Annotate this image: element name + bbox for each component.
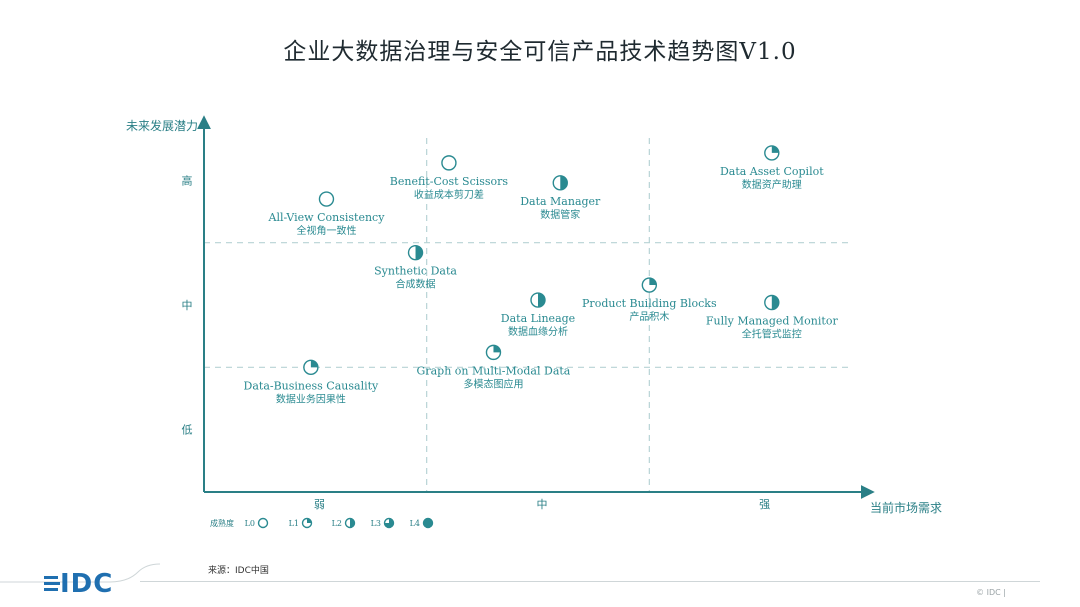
maturity-icon xyxy=(485,344,502,361)
maturity-icon xyxy=(344,517,356,529)
point-label-zh: 收益成本剪刀差 xyxy=(414,188,484,201)
maturity-fill xyxy=(415,245,423,260)
y-axis-title: 未来发展潜力 xyxy=(126,118,198,133)
maturity-icon xyxy=(530,292,546,308)
point-label-en: Product Building Blocks xyxy=(582,297,717,310)
x-tick-label: 强 xyxy=(759,498,770,511)
maturity-icon xyxy=(764,294,780,311)
point-label-en: Data Manager xyxy=(520,195,601,208)
maturity-fill xyxy=(493,345,501,353)
point-label-en: Graph on Multi-Modal Data xyxy=(417,364,571,377)
point-label-en: Data Asset Copilot xyxy=(720,165,824,178)
point-label-zh: 全视角一致性 xyxy=(296,224,356,237)
point-label-zh: 数据管家 xyxy=(540,208,580,221)
chart-title: 企业大数据治理与安全可信产品技术趋势图V1.0 xyxy=(283,39,797,65)
footer-decoration xyxy=(0,563,160,583)
maturity-icon xyxy=(257,517,269,529)
y-tick-label: 中 xyxy=(182,299,193,312)
maturity-fill xyxy=(771,145,779,153)
point-label-en: Data-Business Causality xyxy=(244,379,380,392)
y-tick-label: 低 xyxy=(182,424,193,437)
maturity-icon xyxy=(407,244,424,261)
maturity-ring xyxy=(441,155,457,171)
tick-labels: 低中高弱中强 xyxy=(182,173,771,511)
footer-divider xyxy=(140,581,1040,582)
legend-title: 成熟度 xyxy=(210,518,234,528)
point-label-zh: 产品积木 xyxy=(629,310,669,323)
maturity-icon xyxy=(764,145,780,161)
source-note: 来源：IDC中国 xyxy=(208,566,269,576)
legend-label: L4 xyxy=(410,519,420,528)
maturity-ring xyxy=(318,191,335,207)
legend-label: L0 xyxy=(245,519,255,528)
y-tick-label: 高 xyxy=(182,173,193,187)
point-label-zh: 合成数据 xyxy=(396,278,436,291)
point-label-en: All-View Consistency xyxy=(268,211,386,224)
maturity-icon xyxy=(552,175,568,191)
maturity-legend: 成熟度 L0 L1 L2 L3 L4 xyxy=(210,517,434,529)
maturity-fill xyxy=(649,278,657,286)
maturity-fill xyxy=(307,518,312,523)
maturity-fill xyxy=(310,360,318,368)
legend-label: L2 xyxy=(332,519,342,528)
legend-label: L1 xyxy=(289,519,299,528)
point-label-en: Fully Managed Monitor xyxy=(706,315,839,328)
idc-logo-mark xyxy=(44,576,60,591)
maturity-icon xyxy=(301,517,313,529)
point-label-zh: 数据血缘分析 xyxy=(508,325,568,338)
point-label-zh: 多模态图应用 xyxy=(463,377,523,390)
idc-logo: IDC xyxy=(60,569,114,599)
maturity-ring xyxy=(257,517,269,529)
grid-lines xyxy=(204,138,852,492)
maturity-fill xyxy=(771,295,779,310)
point-label-zh: 数据业务因果性 xyxy=(276,392,346,405)
maturity-fill xyxy=(538,293,545,308)
maturity-icon xyxy=(641,277,658,293)
maturity-icon xyxy=(441,155,457,171)
maturity-fill xyxy=(384,518,394,528)
x-axis-title: 当前市场需求 xyxy=(870,500,942,515)
point-label-zh: 数据资产助理 xyxy=(742,178,802,191)
maturity-icon xyxy=(303,359,319,376)
maturity-icon xyxy=(318,191,335,207)
copyright: © IDC | xyxy=(976,588,1006,597)
point-label-en: Data Lineage xyxy=(501,312,575,325)
legend-label: L3 xyxy=(371,519,381,528)
x-tick-label: 弱 xyxy=(314,498,325,511)
maturity-fill xyxy=(423,518,433,528)
point-label-zh: 全托管式监控 xyxy=(742,328,802,341)
maturity-fill xyxy=(560,175,568,190)
point-label-en: Synthetic Data xyxy=(374,265,457,278)
maturity-icon xyxy=(383,517,395,529)
maturity-fill xyxy=(350,518,355,528)
point-label-en: Benefit-Cost Scissors xyxy=(390,175,509,188)
maturity-icon xyxy=(422,517,434,529)
x-tick-label: 中 xyxy=(537,498,548,511)
